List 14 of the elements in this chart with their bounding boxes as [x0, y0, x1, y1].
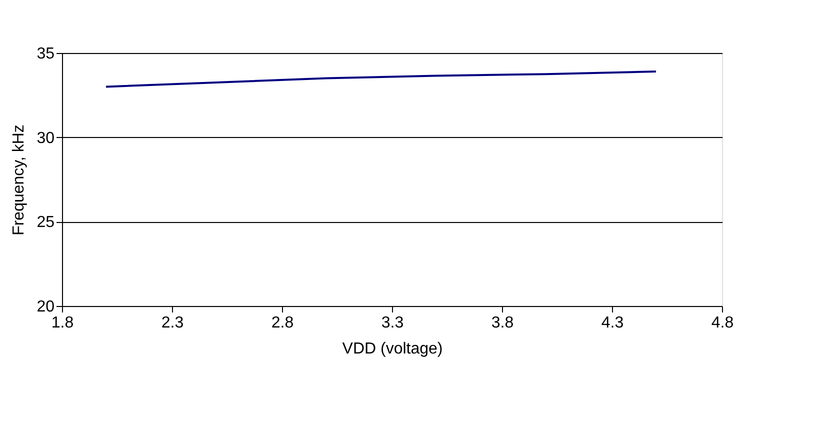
y-tick-label: 35 — [36, 46, 55, 62]
x-tick-label: 2.3 — [161, 314, 184, 332]
x-tick-label: 4.3 — [601, 314, 624, 332]
x-tick-label: 4.8 — [711, 314, 734, 332]
x-axis-title: VDD (voltage) — [342, 340, 443, 358]
x-tick-label: 1.8 — [51, 314, 74, 332]
y-tick-label: 20 — [36, 298, 55, 316]
x-tick-label: 2.8 — [271, 314, 294, 332]
x-tick-label: 3.8 — [491, 314, 514, 332]
line-series — [105, 70, 657, 88]
y-axis-title: Frequency, kHz — [10, 124, 28, 236]
y-tick-label: 30 — [36, 130, 55, 147]
y-tick-label: 25 — [36, 214, 55, 232]
x-tick-label: 3.3 — [381, 314, 404, 332]
